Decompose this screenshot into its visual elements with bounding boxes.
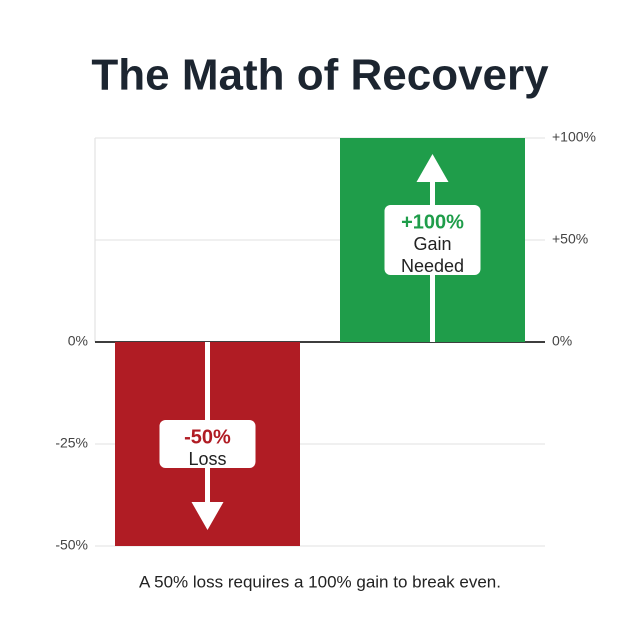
y-tick-label: +50% — [552, 231, 588, 247]
arrow-head — [416, 154, 449, 182]
label-box — [384, 205, 481, 275]
value-label: -50% — [184, 426, 231, 448]
chart-title: The Math of Recovery — [91, 51, 549, 100]
y-tick-label: 0% — [68, 333, 88, 349]
y-tick-label: +100% — [552, 129, 596, 145]
label-box — [159, 420, 256, 468]
y-tick-label: -50% — [55, 537, 88, 553]
arrow-head — [191, 502, 224, 530]
y-tick-label: -25% — [55, 435, 88, 451]
legend-label: Loss — [188, 449, 226, 469]
legend-label: Gain Needed — [401, 234, 464, 276]
chart-subtitle: A 50% loss requires a 100% gain to break… — [139, 572, 501, 591]
y-tick-label: 0% — [552, 333, 572, 349]
value-label: +100% — [401, 211, 464, 233]
